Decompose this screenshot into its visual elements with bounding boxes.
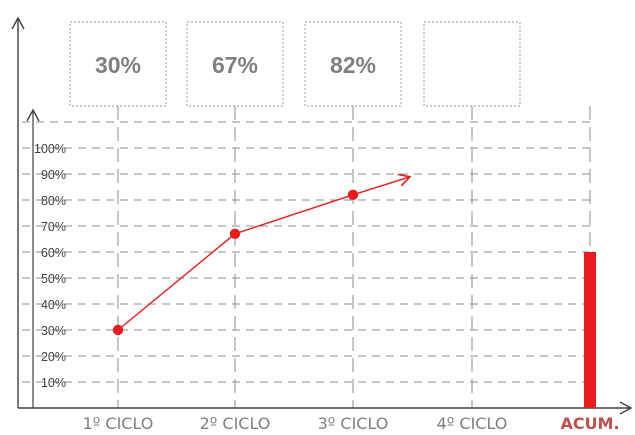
- accumulated-bar: [584, 252, 596, 408]
- data-point: [112, 324, 124, 336]
- y-tick-label: 10%: [41, 376, 66, 390]
- value-box-label: 30%: [95, 52, 141, 78]
- y-tick-label: 80%: [41, 194, 66, 208]
- value-box: [69, 21, 167, 107]
- value-box: [304, 21, 402, 107]
- vertical-grid: [117, 106, 591, 408]
- y-tick-label: 100%: [34, 142, 66, 156]
- y-tick-label: 50%: [41, 272, 66, 286]
- x-tick-label: 3º CICLO: [318, 414, 389, 433]
- x-tick-label: 2º CICLO: [200, 414, 271, 433]
- value-box: [423, 21, 521, 107]
- data-point: [229, 228, 241, 239]
- x-tick-labels: 1º CICLO 2º CICLO 3º CICLO 4º CICLO ACUM.: [83, 414, 620, 433]
- y-tick-labels: 10% 20% 30% 40% 50% 60% 70% 80% 90% 100%: [34, 142, 66, 390]
- y-tick-label: 30%: [41, 324, 66, 338]
- y-tick-label: 70%: [41, 220, 66, 234]
- value-box-label: 82%: [330, 52, 376, 78]
- y-tick-label: 90%: [41, 168, 66, 182]
- value-boxes: 30% 67% 82%: [69, 21, 521, 107]
- series-group: [112, 173, 412, 336]
- trend-arrow: [352, 173, 412, 196]
- data-point: [347, 189, 359, 200]
- x-tick-label: ACUM.: [560, 414, 619, 433]
- y-tick-label: 20%: [41, 350, 66, 364]
- value-box: [186, 21, 284, 107]
- value-box-label: 67%: [212, 52, 258, 78]
- y-tick-label: 60%: [41, 246, 66, 260]
- horizontal-grid: [22, 121, 590, 383]
- x-tick-label: 1º CICLO: [83, 414, 154, 433]
- accumulated-bar-group: [584, 252, 596, 408]
- y-tick-label: 40%: [41, 298, 66, 312]
- x-tick-label: 4º CICLO: [437, 414, 508, 433]
